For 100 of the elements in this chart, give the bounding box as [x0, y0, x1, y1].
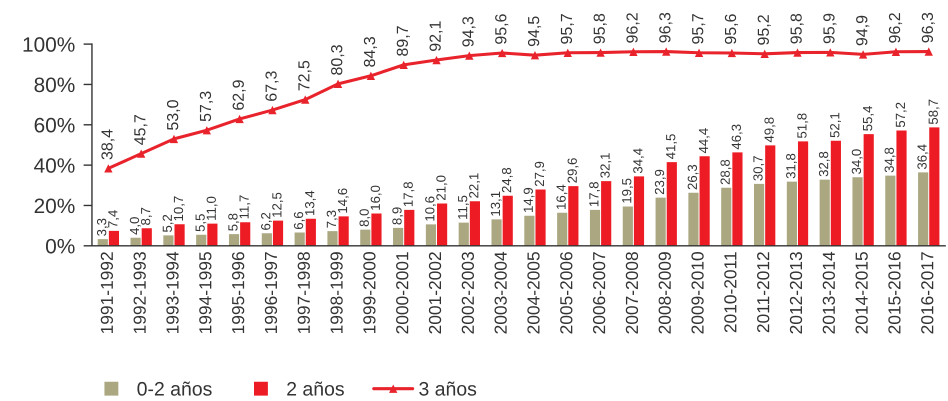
data-label: 8,9 [392, 207, 404, 225]
point [301, 95, 310, 104]
data-label: 5,8 [228, 214, 240, 231]
x-tick-label: 2015-2016 [888, 252, 901, 334]
x-tick-label: 1993-1994 [166, 252, 179, 334]
data-label: 16,0 [370, 186, 382, 210]
x-tick-label: 2000-2001 [396, 252, 408, 334]
y-tick-label: 100% [24, 37, 75, 52]
x-tick-label: 1999-2000 [363, 252, 376, 334]
bar [622, 206, 633, 246]
bar [700, 156, 710, 246]
point [858, 50, 868, 59]
x-tick-label: 1995-1996 [232, 252, 244, 334]
bar [294, 232, 305, 246]
point [596, 48, 605, 57]
data-label: 96,2 [626, 13, 640, 43]
point [137, 149, 146, 158]
data-label: 32,1 [600, 153, 612, 178]
point [694, 48, 704, 57]
data-label: 92,1 [429, 21, 443, 51]
data-label: 95,6 [724, 14, 738, 44]
x-tick-label: 1992-1993 [134, 252, 146, 334]
data-label: 67,3 [265, 71, 279, 101]
point [924, 47, 933, 56]
legend-label: 2 años [287, 382, 344, 396]
bar [426, 224, 436, 246]
point [629, 48, 638, 56]
point [662, 47, 670, 56]
data-label: 52,1 [830, 112, 841, 138]
bar [864, 134, 874, 246]
point [104, 164, 113, 173]
bar [820, 180, 830, 246]
data-label: 14,9 [524, 188, 534, 212]
x-tick-label: 2014-2015 [855, 252, 868, 334]
data-label: 13,1 [490, 192, 502, 216]
bar [896, 130, 907, 246]
data-label: 58,7 [928, 100, 940, 124]
data-label: 3,3 [96, 218, 108, 236]
data-label: 8,7 [140, 208, 152, 225]
data-label: 7,3 [326, 210, 338, 228]
x-tick-label: 2012-2013 [790, 252, 802, 334]
data-label: 27,9 [534, 162, 546, 186]
x-tick-label: 1998-1999 [330, 252, 343, 334]
data-label: 32,8 [818, 152, 830, 176]
data-label: 95,9 [823, 14, 836, 44]
data-label: 28,8 [720, 160, 732, 184]
data-label: 6,2 [261, 212, 272, 230]
data-label: 11,5 [458, 196, 469, 219]
bar [688, 192, 699, 246]
bar [732, 152, 743, 246]
bar [174, 224, 185, 246]
bar [852, 177, 863, 246]
bar [765, 145, 776, 246]
data-label: 53,0 [166, 100, 180, 130]
data-label: 44,4 [698, 128, 710, 154]
y-tick-label: 40% [34, 158, 75, 173]
point [826, 48, 834, 57]
bar [272, 220, 284, 246]
bar [491, 219, 502, 246]
data-label: 17,8 [403, 182, 414, 206]
point [793, 48, 802, 57]
x-tick-label: 2006-2007 [592, 252, 606, 334]
data-label: 12,5 [272, 192, 284, 217]
x-tick-label: 2007-2008 [626, 252, 638, 334]
y-tick-label: 60% [34, 118, 75, 133]
point [530, 51, 540, 60]
y-tick-label: 20% [34, 198, 75, 214]
data-label: 95,8 [594, 14, 607, 44]
data-label: 72,5 [298, 60, 312, 90]
bar [108, 230, 120, 246]
bar [437, 203, 448, 246]
bar [721, 188, 732, 246]
data-label: 46,3 [732, 124, 743, 150]
point [892, 48, 900, 56]
data-label: 34,4 [633, 148, 644, 174]
data-label: 26,3 [688, 164, 699, 190]
data-label: 49,8 [764, 117, 776, 142]
point [564, 48, 572, 57]
legend-label: 0-2 años [137, 382, 212, 396]
data-label: 13,4 [305, 190, 316, 215]
data-label: 5,2 [162, 214, 174, 232]
bar [371, 214, 382, 246]
point [728, 48, 736, 58]
data-label: 24,8 [502, 168, 513, 192]
data-label: 30,7 [753, 156, 764, 181]
x-tick-label: 2005-2006 [560, 252, 572, 334]
bar [470, 201, 480, 246]
bar [634, 176, 644, 246]
y-tick-label: 80% [34, 77, 75, 92]
data-label: 95,7 [560, 14, 574, 44]
data-label: 5,5 [196, 214, 206, 232]
data-label: 57,3 [200, 92, 213, 122]
data-label: 4,0 [130, 217, 141, 235]
data-label: 29,6 [568, 158, 578, 183]
point [202, 126, 211, 134]
data-label: 17,8 [589, 182, 600, 206]
bar [262, 233, 272, 246]
data-label: 21,0 [436, 176, 448, 200]
data-label: 23,9 [654, 170, 666, 194]
data-label: 95,7 [692, 14, 706, 44]
